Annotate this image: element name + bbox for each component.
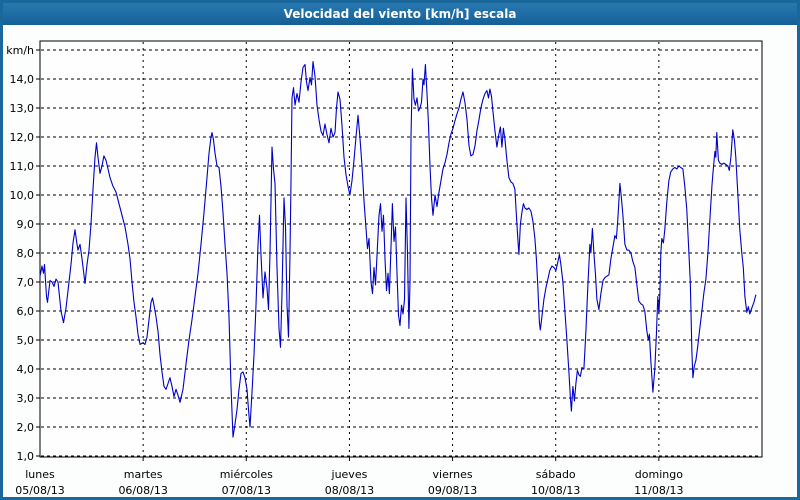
x-date-label: 05/08/13 bbox=[15, 484, 64, 497]
x-day-label: miércoles bbox=[220, 468, 273, 481]
y-tick-label: 5,0 bbox=[17, 334, 35, 347]
y-tick-label: 6,0 bbox=[17, 305, 35, 318]
x-day-label: domingo bbox=[635, 468, 683, 481]
x-day-label: sábado bbox=[536, 468, 576, 481]
y-tick-label: 12,0 bbox=[10, 131, 35, 144]
x-day-label: viernes bbox=[433, 468, 473, 481]
x-day-label: lunes bbox=[25, 468, 55, 481]
y-tick-label: 10,0 bbox=[10, 189, 35, 202]
y-tick-label: 4,0 bbox=[17, 363, 35, 376]
chart-title: Velocidad del viento [km/h] escala bbox=[283, 7, 517, 21]
y-tick-label: 11,0 bbox=[10, 160, 35, 173]
x-day-label: martes bbox=[124, 468, 163, 481]
y-axis-unit-label: km/h bbox=[6, 44, 34, 57]
wind-speed-line bbox=[39, 61, 757, 438]
x-date-label: 09/08/13 bbox=[428, 484, 477, 497]
x-date-label: 07/08/13 bbox=[222, 484, 271, 497]
chart-area: 1,0 2,0 3,0 4,0 5,0 6,0 7,0 8,0 9,0 10,0 11,0 12,0 1… bbox=[3, 25, 797, 497]
y-tick-label: 8,0 bbox=[17, 247, 35, 260]
y-tick-label: 3,0 bbox=[17, 392, 35, 405]
y-tick-label: 1,0 bbox=[17, 450, 35, 463]
x-date-label: 11/08/13 bbox=[634, 484, 683, 497]
y-tick-label: 13,0 bbox=[10, 102, 35, 115]
x-date-label: 08/08/13 bbox=[325, 484, 374, 497]
plot-frame bbox=[39, 40, 763, 458]
x-date-label: 06/08/13 bbox=[118, 484, 167, 497]
y-tick-label: 14,0 bbox=[10, 73, 35, 86]
y-tick-label: 2,0 bbox=[17, 421, 35, 434]
wind-speed-plot: 1,0 2,0 3,0 4,0 5,0 6,0 7,0 8,0 9,0 10,0 11,0 12,0 1… bbox=[6, 40, 763, 497]
y-tick-label: 9,0 bbox=[17, 218, 35, 231]
chart-title-bar: Velocidad del viento [km/h] escala bbox=[3, 3, 797, 25]
x-day-label: jueves bbox=[331, 468, 368, 481]
x-date-label: 10/08/13 bbox=[531, 484, 580, 497]
y-tick-label: 7,0 bbox=[17, 276, 35, 289]
